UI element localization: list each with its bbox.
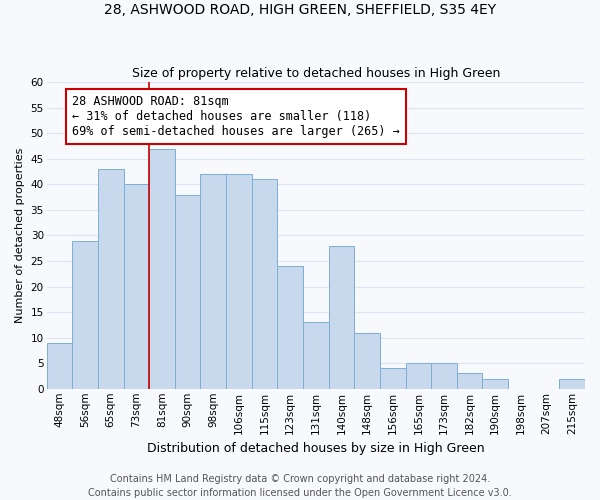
Bar: [303, 322, 329, 389]
Text: 28 ASHWOOD ROAD: 81sqm
← 31% of detached houses are smaller (118)
69% of semi-de: 28 ASHWOOD ROAD: 81sqm ← 31% of detached…: [72, 95, 400, 138]
Bar: [72, 240, 98, 389]
Bar: [226, 174, 251, 389]
Bar: [559, 378, 585, 389]
Bar: [482, 378, 508, 389]
Bar: [200, 174, 226, 389]
Bar: [329, 246, 354, 389]
Bar: [457, 374, 482, 389]
Bar: [380, 368, 406, 389]
Title: Size of property relative to detached houses in High Green: Size of property relative to detached ho…: [131, 66, 500, 80]
X-axis label: Distribution of detached houses by size in High Green: Distribution of detached houses by size …: [147, 442, 485, 455]
Bar: [277, 266, 303, 389]
Bar: [175, 194, 200, 389]
Bar: [98, 169, 124, 389]
Bar: [47, 343, 72, 389]
Bar: [251, 179, 277, 389]
Bar: [406, 363, 431, 389]
Text: 28, ASHWOOD ROAD, HIGH GREEN, SHEFFIELD, S35 4EY: 28, ASHWOOD ROAD, HIGH GREEN, SHEFFIELD,…: [104, 2, 496, 16]
Y-axis label: Number of detached properties: Number of detached properties: [15, 148, 25, 323]
Bar: [124, 184, 149, 389]
Bar: [149, 148, 175, 389]
Bar: [354, 332, 380, 389]
Bar: [431, 363, 457, 389]
Text: Contains HM Land Registry data © Crown copyright and database right 2024.
Contai: Contains HM Land Registry data © Crown c…: [88, 474, 512, 498]
